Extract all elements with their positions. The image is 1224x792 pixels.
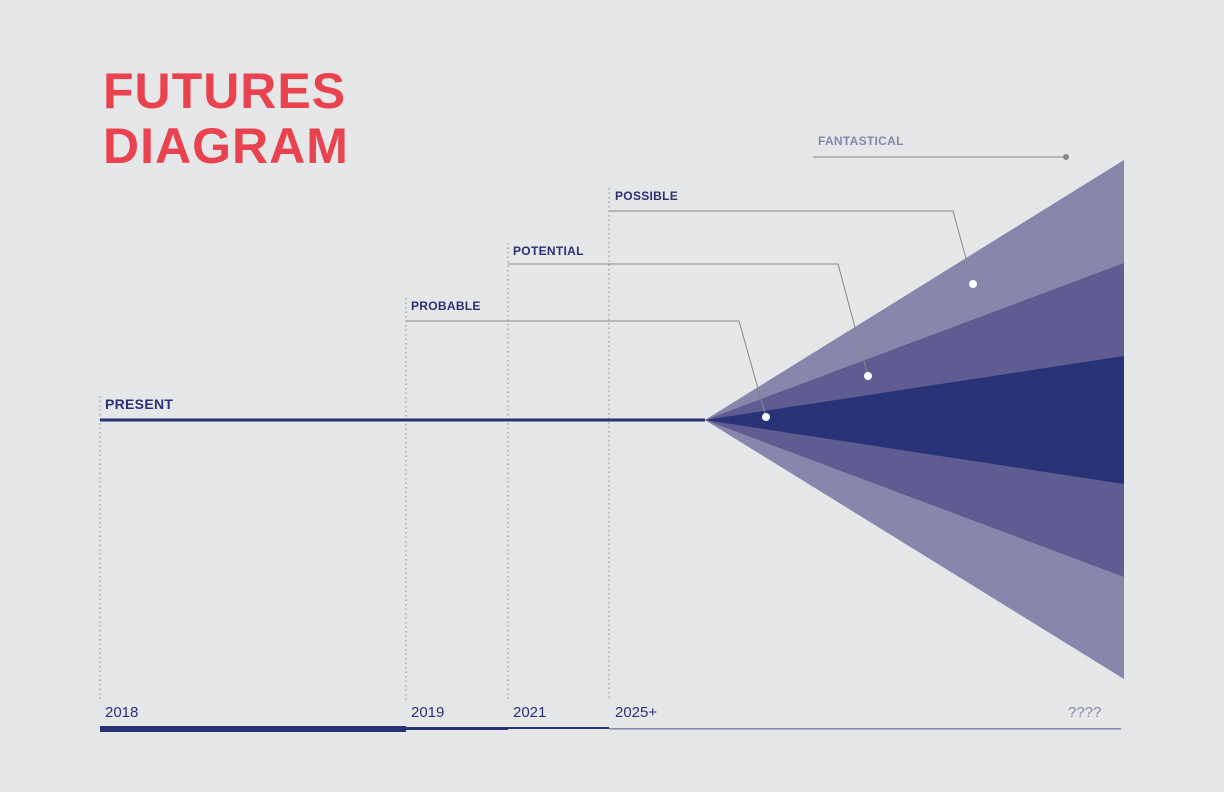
year-2025: 2025+ bbox=[615, 704, 658, 721]
title-line-2: DIAGRAM bbox=[103, 118, 349, 174]
label-probable: PROBABLE bbox=[411, 299, 481, 313]
possible-dot bbox=[969, 280, 977, 288]
label-possible: POSSIBLE bbox=[615, 189, 679, 203]
potential-dot bbox=[864, 372, 872, 380]
cone-probable bbox=[705, 356, 1124, 484]
year-2018: 2018 bbox=[105, 704, 139, 721]
year-guides bbox=[99, 188, 610, 700]
timeline-bar-2025 bbox=[609, 728, 1121, 730]
probable-leader bbox=[406, 320, 767, 418]
label-potential: POTENTIAL bbox=[513, 244, 584, 258]
label-fantastical: FANTASTICAL bbox=[818, 134, 904, 148]
fantastical-dot bbox=[1063, 154, 1069, 160]
timeline-bar-2018 bbox=[100, 726, 406, 732]
year-2019: 2019 bbox=[411, 704, 445, 721]
timeline-bar-2021 bbox=[508, 727, 609, 729]
year-2021: 2021 bbox=[513, 704, 547, 721]
year-unknown: ???? bbox=[1068, 704, 1102, 721]
possible-leader bbox=[609, 210, 974, 285]
timeline-bar-2019 bbox=[406, 727, 508, 730]
probable-dot bbox=[762, 413, 770, 421]
title-line-1: FUTURES bbox=[103, 63, 347, 119]
label-present: PRESENT bbox=[105, 396, 174, 412]
potential-leader bbox=[508, 263, 869, 377]
